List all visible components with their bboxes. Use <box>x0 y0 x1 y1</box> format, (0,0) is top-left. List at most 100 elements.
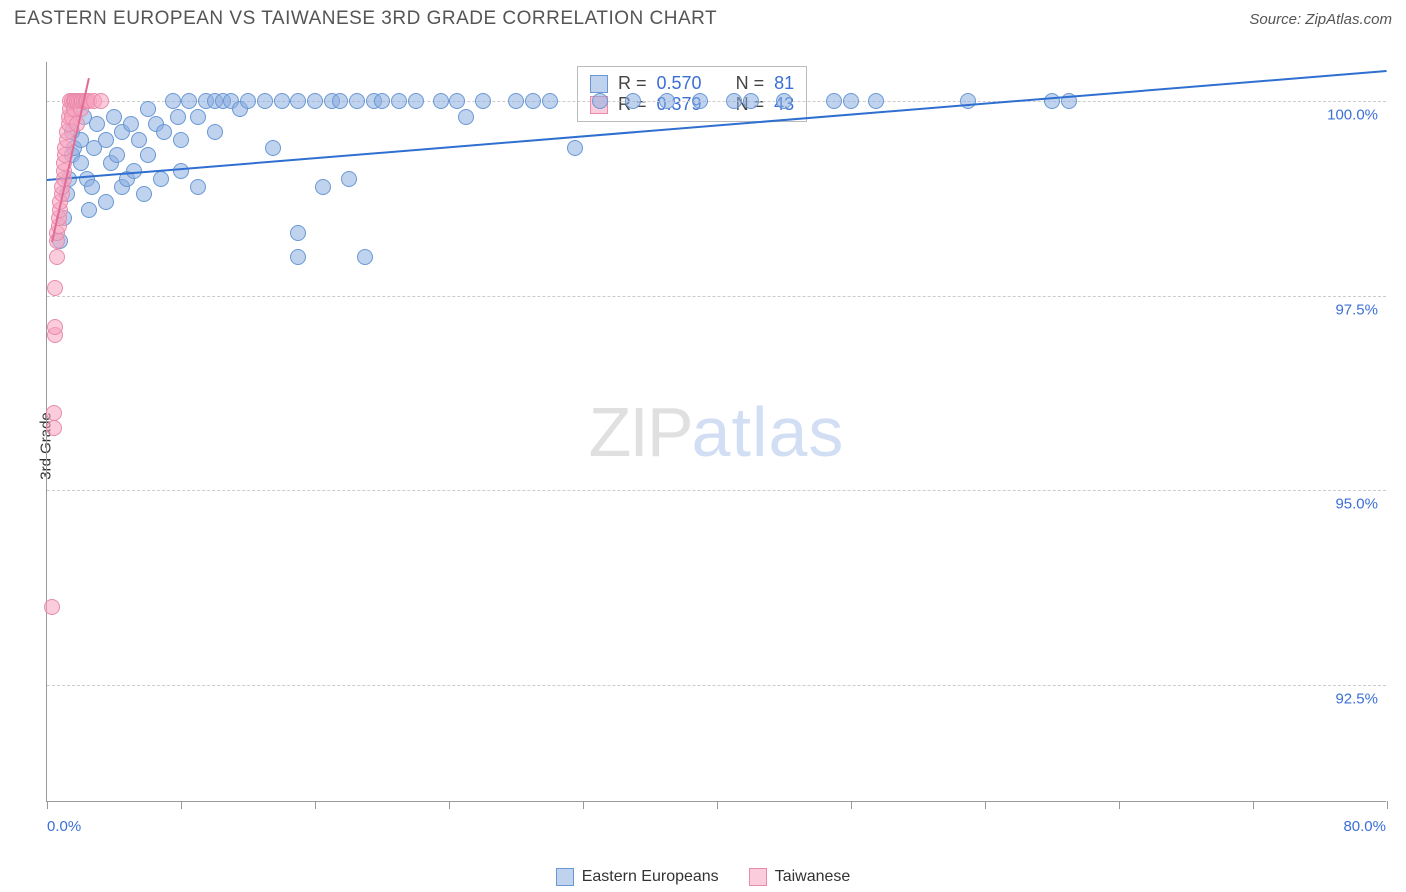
data-point <box>341 171 357 187</box>
data-point <box>307 93 323 109</box>
data-point <box>592 93 608 109</box>
watermark-zip: ZIP <box>589 393 692 471</box>
watermark-atlas: atlas <box>692 393 845 471</box>
data-point <box>190 109 206 125</box>
gridline-h <box>47 296 1386 297</box>
data-point <box>776 93 792 109</box>
data-point <box>843 93 859 109</box>
data-point <box>49 249 65 265</box>
data-point <box>290 93 306 109</box>
chart-title: EASTERN EUROPEAN VS TAIWANESE 3RD GRADE … <box>14 8 717 30</box>
data-point <box>46 405 62 421</box>
data-point <box>140 147 156 163</box>
source-name: ZipAtlas.com <box>1305 11 1392 28</box>
source-label: Source: <box>1249 11 1301 28</box>
data-point <box>625 93 641 109</box>
stats-row: R = 0.570 N = 81 <box>590 73 794 94</box>
legend: Eastern Europeans Taiwanese <box>0 868 1406 886</box>
ytick-label: 97.5% <box>1335 301 1378 318</box>
gridline-h <box>47 685 1386 686</box>
ytick-label: 92.5% <box>1335 691 1378 708</box>
data-point <box>659 93 675 109</box>
data-point <box>240 93 256 109</box>
data-point <box>743 93 759 109</box>
data-point <box>265 140 281 156</box>
data-point <box>207 124 223 140</box>
data-point <box>290 225 306 241</box>
legend-item: Taiwanese <box>749 868 851 886</box>
data-point <box>98 194 114 210</box>
data-point <box>81 202 97 218</box>
data-point <box>826 93 842 109</box>
n-label: N = <box>736 73 765 94</box>
legend-swatch <box>749 868 767 886</box>
xtick <box>1387 801 1388 809</box>
data-point <box>47 319 63 335</box>
data-point <box>131 132 147 148</box>
data-point <box>44 599 60 615</box>
data-point <box>93 93 109 109</box>
data-point <box>475 93 491 109</box>
data-point <box>391 93 407 109</box>
r-label: R = <box>618 73 647 94</box>
ytick-label: 100.0% <box>1327 106 1378 123</box>
data-point <box>106 109 122 125</box>
data-point <box>374 93 390 109</box>
data-point <box>173 132 189 148</box>
data-point <box>109 147 125 163</box>
legend-swatch <box>556 868 574 886</box>
data-point <box>315 179 331 195</box>
data-point <box>153 171 169 187</box>
data-point <box>508 93 524 109</box>
data-point <box>136 186 152 202</box>
data-point <box>156 124 172 140</box>
data-point <box>274 93 290 109</box>
xtick <box>583 801 584 809</box>
data-point <box>567 140 583 156</box>
legend-item: Eastern Europeans <box>556 868 719 886</box>
data-point <box>357 249 373 265</box>
data-point <box>73 155 89 171</box>
data-point <box>349 93 365 109</box>
ytick-label: 95.0% <box>1335 496 1378 513</box>
data-point <box>433 93 449 109</box>
data-point <box>525 93 541 109</box>
data-point <box>181 93 197 109</box>
data-point <box>449 93 465 109</box>
r-value: 0.570 <box>657 73 702 94</box>
xtick <box>1253 801 1254 809</box>
legend-label: Taiwanese <box>775 868 851 886</box>
data-point <box>257 93 273 109</box>
data-point <box>1044 93 1060 109</box>
chart-header: EASTERN EUROPEAN VS TAIWANESE 3RD GRADE … <box>0 0 1406 34</box>
data-point <box>458 109 474 125</box>
n-value: 81 <box>774 73 794 94</box>
data-point <box>165 93 181 109</box>
data-point <box>868 93 884 109</box>
data-point <box>123 116 139 132</box>
gridline-h <box>47 490 1386 491</box>
data-point <box>290 249 306 265</box>
data-point <box>173 163 189 179</box>
xtick <box>181 801 182 809</box>
data-point <box>692 93 708 109</box>
data-point <box>408 93 424 109</box>
data-point <box>89 116 105 132</box>
xlim-label-max: 80.0% <box>1343 818 1386 835</box>
xtick <box>717 801 718 809</box>
watermark: ZIPatlas <box>589 392 845 472</box>
data-point <box>542 93 558 109</box>
scatter-plot-area: ZIPatlas R =0.570N =81R =0.379N =43 100.… <box>46 62 1386 802</box>
data-point <box>98 132 114 148</box>
xtick <box>47 801 48 809</box>
data-point <box>47 280 63 296</box>
xtick <box>315 801 316 809</box>
series-swatch <box>590 75 608 93</box>
xtick <box>1119 801 1120 809</box>
correlation-stats-box: R =0.570N =81R =0.379N =43 <box>577 66 807 122</box>
xtick <box>449 801 450 809</box>
data-point <box>960 93 976 109</box>
data-point <box>190 179 206 195</box>
source-credit: Source: ZipAtlas.com <box>1249 11 1392 28</box>
xlim-label-min: 0.0% <box>47 818 81 835</box>
